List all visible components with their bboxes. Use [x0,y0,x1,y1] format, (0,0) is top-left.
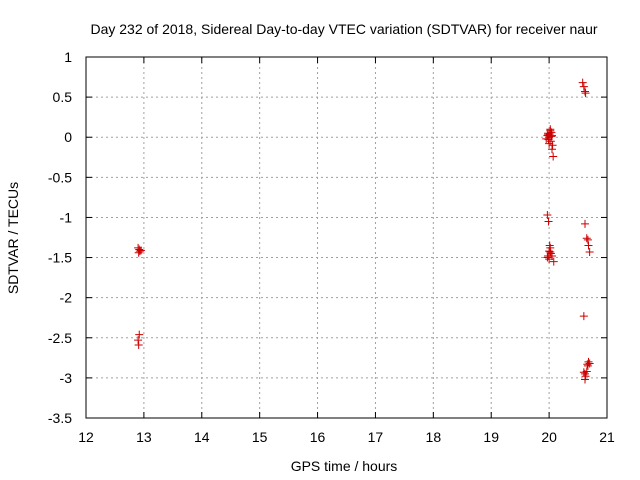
x-tick-label: 18 [426,429,442,445]
y-tick-label: -1 [60,209,73,225]
data-point-marker [547,132,556,141]
data-point-marker [581,87,590,96]
data-point-marker [545,139,554,148]
data-point-marker [543,130,552,139]
x-tick-label: 20 [541,429,557,445]
data-point-marker [134,336,143,345]
plot-border [85,56,608,419]
y-axis-ticks: -3.5 -3 -2.5 -2 -1.5 -1 -0.5 0 0.5 1 [48,49,607,426]
y-tick-label: -2.5 [48,330,72,346]
data-point-marker [583,235,592,244]
x-tick-label: 12 [78,429,94,445]
y-tick-label: -1.5 [48,250,72,266]
data-point-marker [134,248,143,257]
data-point-marker [583,360,592,369]
x-tick-label: 21 [599,429,615,445]
data-point-marker [581,375,590,384]
data-point-marker [135,330,144,339]
x-axis-label: GPS time / hours [291,458,398,474]
data-point-marker [581,89,590,98]
data-point-marker [585,247,594,256]
data-point-marker [581,372,590,381]
data-point-marker [548,145,557,154]
x-tick-label: 13 [136,429,152,445]
x-axis-ticks: 12 13 14 15 16 17 18 19 20 21 [78,57,615,445]
data-point-marker [135,245,144,254]
y-tick-label: -0.5 [48,169,72,185]
data-point-marker [578,78,587,87]
data-point-marker [579,82,588,91]
data-point-marker [582,367,591,376]
x-tick-label: 15 [252,429,268,445]
data-point-marker [584,241,593,250]
data-point-marker [546,125,555,134]
x-tick-label: 19 [483,429,499,445]
data-point-marker [548,141,557,150]
data-point-marker [549,152,558,161]
y-axis-label: SDTVAR / TECUs [5,182,21,294]
y-tick-label: 1 [64,49,72,65]
y-tick-label: -3 [60,370,73,386]
y-tick-label: 0.5 [53,89,73,105]
data-point-marker [581,219,590,228]
data-points [134,78,594,384]
data-point-marker [582,234,591,243]
data-point-marker [543,253,552,262]
y-tick-label: 0 [64,129,72,145]
data-point-marker [134,340,143,349]
x-tick-label: 17 [368,429,384,445]
y-tick-label: -3.5 [48,410,72,426]
data-point-marker [549,257,558,266]
x-tick-label: 16 [310,429,326,445]
data-point-marker [548,251,557,260]
x-tick-label: 14 [194,429,210,445]
data-point-marker [543,211,552,220]
y-tick-label: -2 [60,290,73,306]
data-point-marker [135,247,144,256]
grid-lines [86,57,607,418]
data-point-marker [548,131,557,140]
data-point-marker [544,217,553,226]
chart-title: Day 232 of 2018, Sidereal Day-to-day VTE… [90,21,597,37]
data-point-marker [579,312,588,321]
data-point-marker [546,247,555,256]
axes [85,56,608,419]
